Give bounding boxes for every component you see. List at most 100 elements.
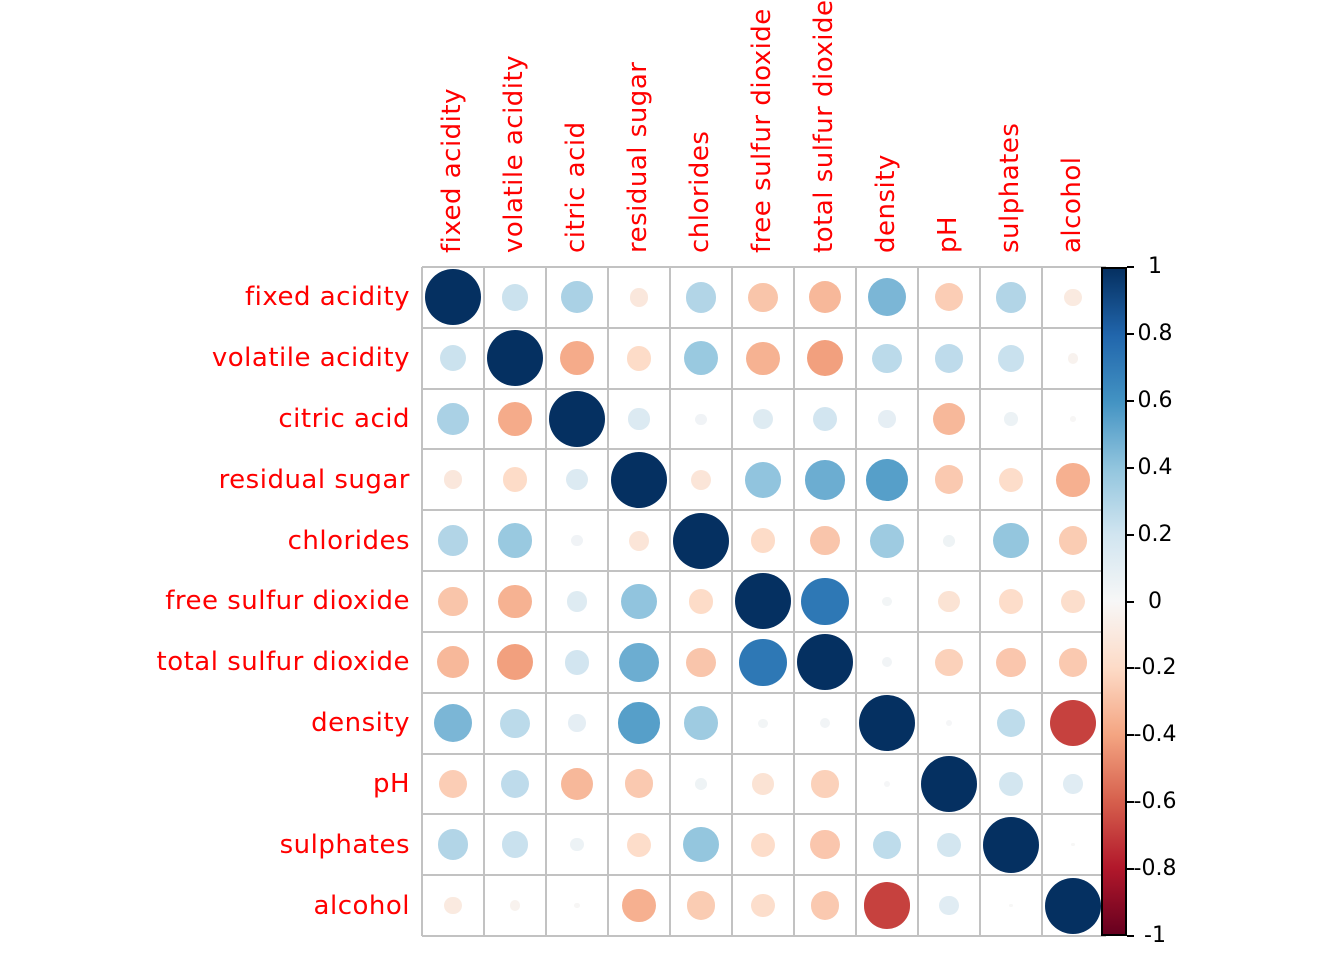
corr-circle: [684, 706, 718, 740]
corr-circle: [934, 283, 964, 312]
corr-circle: [872, 830, 902, 859]
corr-circle: [735, 573, 791, 630]
corr-circle: [570, 838, 584, 852]
corr-circle: [618, 702, 660, 744]
colorbar-tick-label: 1: [1148, 254, 1162, 279]
colorbar-tick: [1127, 868, 1134, 871]
corr-circle: [438, 769, 468, 798]
corr-circle: [998, 589, 1024, 614]
corr-circle: [1064, 288, 1082, 307]
corr-circle: [574, 902, 580, 909]
corr-circle: [1071, 843, 1075, 847]
corr-circle: [686, 891, 716, 920]
corr-circle: [939, 895, 959, 916]
col-label: free sulfur dioxide: [747, 8, 777, 253]
colorbar-tick: [1127, 801, 1134, 804]
corr-circle: [997, 344, 1025, 372]
corr-circle: [673, 512, 729, 569]
corr-circle: [750, 528, 776, 554]
corr-circle: [444, 896, 462, 915]
corr-circle: [934, 465, 964, 495]
corr-circle: [628, 530, 650, 551]
corr-circle: [866, 459, 908, 501]
corr-circle: [859, 695, 915, 752]
corr-circle: [863, 882, 911, 929]
corr-circle: [881, 657, 892, 668]
grid-line: [422, 630, 1106, 633]
corr-circle: [872, 343, 902, 373]
colorbar-tick-label: -0.6: [1133, 789, 1177, 815]
corr-circle: [751, 893, 775, 918]
row-label: fixed acidity: [245, 282, 410, 313]
grid-line: [421, 267, 423, 936]
corr-circle: [500, 708, 530, 738]
corr-circle: [882, 596, 892, 606]
corr-circle: [935, 648, 963, 676]
corr-circle: [560, 767, 594, 801]
corr-circle: [810, 830, 840, 860]
grid-line: [1041, 267, 1043, 936]
corr-circle: [936, 832, 962, 858]
corr-circle: [878, 410, 896, 428]
corr-circle: [624, 769, 654, 799]
grid-line: [793, 267, 795, 936]
corr-circle: [498, 584, 532, 619]
colorbar-tick: [1127, 466, 1134, 469]
corr-circle: [437, 403, 469, 435]
row-label: volatile acidity: [211, 343, 410, 374]
corr-circle: [497, 523, 533, 558]
corr-circle: [752, 773, 774, 795]
grid-line: [483, 267, 485, 936]
col-label: volatile acidity: [499, 54, 529, 253]
corr-circle: [983, 816, 1039, 873]
corr-circle: [1063, 774, 1083, 794]
colorbar-tick-label: 0: [1148, 588, 1162, 614]
corr-circle: [1056, 463, 1090, 497]
corr-circle: [868, 278, 906, 317]
grid-line: [979, 267, 981, 936]
col-label: residual sugar: [623, 61, 653, 253]
corr-circle: [932, 402, 966, 436]
grid-line: [545, 267, 547, 936]
corr-circle: [805, 460, 845, 500]
corr-circle: [568, 714, 586, 732]
corr-circle: [921, 755, 977, 812]
grid-line: [669, 267, 671, 936]
corr-circle: [810, 891, 840, 921]
corr-circle: [810, 525, 840, 556]
col-label: density: [871, 154, 901, 253]
colorbar-tick-label: -0.4: [1133, 722, 1177, 748]
colorbar-gradient: [1101, 267, 1127, 936]
colorbar-tick: [1127, 399, 1134, 402]
row-label: alcohol: [313, 890, 410, 921]
col-label: total sulfur dioxide: [809, 0, 839, 253]
row-label: chlorides: [287, 525, 410, 556]
corr-circle: [566, 591, 588, 612]
corr-circle: [996, 708, 1026, 738]
corr-circle: [1067, 352, 1079, 364]
corr-circle: [439, 345, 467, 372]
corr-circle: [998, 771, 1024, 797]
grid-line: [917, 267, 919, 936]
corr-circle: [945, 720, 953, 727]
colorbar-tick-label: 0.2: [1137, 521, 1173, 547]
corr-circle: [1004, 412, 1018, 426]
corr-circle: [752, 408, 774, 430]
corr-circle: [437, 525, 469, 556]
colorbar-tick: [1127, 935, 1134, 937]
grid-line: [422, 874, 1106, 877]
colorbar-tick-label: -0.2: [1133, 655, 1177, 681]
grid-line: [422, 570, 1106, 573]
colorbar-tick-label: 0.6: [1137, 387, 1173, 413]
corr-circle: [566, 469, 588, 491]
grid-line: [607, 267, 609, 936]
corr-circle: [571, 535, 583, 547]
corr-circle: [619, 642, 659, 682]
grid-line: [422, 387, 1106, 390]
corr-circle: [443, 470, 463, 490]
corr-circle: [812, 406, 838, 432]
corr-circle: [611, 451, 667, 508]
corr-circle: [436, 646, 470, 679]
corr-circle: [996, 647, 1026, 677]
corr-circle: [621, 583, 657, 620]
